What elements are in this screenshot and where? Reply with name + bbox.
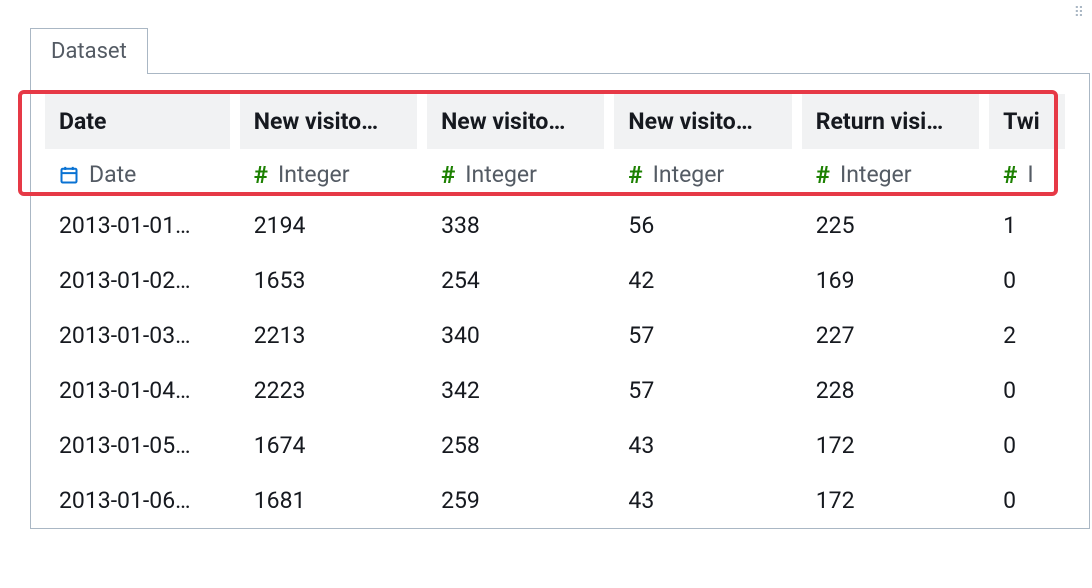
drag-handle-icon[interactable]: ⠿ — [1074, 10, 1086, 16]
number-icon: # — [816, 163, 830, 187]
column-type[interactable]: # Integer — [427, 161, 604, 188]
type-label: Date — [89, 161, 136, 188]
table-cell: 227 — [802, 322, 979, 349]
table-cell: 57 — [614, 322, 791, 349]
table-cell: 172 — [802, 432, 979, 459]
column-header[interactable]: New visito… — [614, 94, 791, 149]
table-cell: 1674 — [240, 432, 417, 459]
table-cell: 340 — [427, 322, 604, 349]
number-icon: # — [1003, 163, 1017, 187]
table-cell: 2013-01-05… — [45, 432, 230, 459]
type-label: Integer — [653, 161, 725, 188]
table-cell: 2213 — [240, 322, 417, 349]
number-icon: # — [441, 163, 455, 187]
table-cell: 2013-01-03… — [45, 322, 230, 349]
table-cell: 2223 — [240, 377, 417, 404]
table-header-row: Date New visito… New visito… New visito…… — [31, 94, 1089, 149]
dataset-table-panel: Date New visito… New visito… New visito…… — [30, 73, 1090, 529]
number-icon: # — [628, 163, 642, 187]
table-row[interactable]: 2013-01-02… 1653 254 42 169 0 — [31, 253, 1089, 308]
column-type[interactable]: # Integer — [614, 161, 791, 188]
table-cell: 169 — [802, 267, 979, 294]
table-cell: 2013-01-02… — [45, 267, 230, 294]
type-label: Integer — [278, 161, 350, 188]
table-cell: 43 — [614, 487, 791, 514]
type-label: I — [1027, 161, 1033, 188]
column-header[interactable]: New visito… — [240, 94, 417, 149]
table-cell: 43 — [614, 432, 791, 459]
table-cell: 42 — [614, 267, 791, 294]
table-row[interactable]: 2013-01-06… 1681 259 43 172 0 — [31, 473, 1089, 528]
tab-label: Dataset — [51, 39, 127, 64]
table-cell: 254 — [427, 267, 604, 294]
table-cell: 0 — [989, 487, 1065, 514]
table-row[interactable]: 2013-01-01… 2194 338 56 225 1 — [31, 198, 1089, 253]
table-cell: 57 — [614, 377, 791, 404]
dataset-panel-container: ⠿ Dataset Date New visito… New visito… N… — [0, 0, 1092, 529]
tab-dataset[interactable]: Dataset — [30, 28, 148, 74]
column-header[interactable]: New visito… — [427, 94, 604, 149]
table-cell: 259 — [427, 487, 604, 514]
table-cell: 228 — [802, 377, 979, 404]
column-type[interactable]: Date — [45, 161, 230, 188]
table-cell: 2013-01-01… — [45, 212, 230, 239]
column-header[interactable]: Twi — [989, 94, 1065, 149]
column-type[interactable]: # Integer — [802, 161, 979, 188]
table-body: 2013-01-01…21943385622512013-01-02…16532… — [31, 198, 1089, 528]
table-cell: 1 — [989, 212, 1065, 239]
table-cell: 0 — [989, 267, 1065, 294]
table-cell: 0 — [989, 432, 1065, 459]
column-header[interactable]: Date — [45, 94, 230, 149]
type-label: Integer — [465, 161, 537, 188]
table-cell: 0 — [989, 377, 1065, 404]
column-type[interactable]: # Integer — [240, 161, 417, 188]
table-row[interactable]: 2013-01-05… 1674 258 43 172 0 — [31, 418, 1089, 473]
table-cell: 258 — [427, 432, 604, 459]
table-row[interactable]: 2013-01-03… 2213 340 57 227 2 — [31, 308, 1089, 363]
table-cell: 56 — [614, 212, 791, 239]
table-cell: 1681 — [240, 487, 417, 514]
table-cell: 1653 — [240, 267, 417, 294]
table-cell: 2013-01-04… — [45, 377, 230, 404]
table-cell: 2013-01-06… — [45, 487, 230, 514]
table-cell: 2194 — [240, 212, 417, 239]
table-cell: 2 — [989, 322, 1065, 349]
number-icon: # — [254, 163, 268, 187]
table-row[interactable]: 2013-01-04… 2223 342 57 228 0 — [31, 363, 1089, 418]
column-type[interactable]: # I — [989, 161, 1065, 188]
column-header[interactable]: Return visi… — [802, 94, 979, 149]
table-type-row: Date # Integer # Integer # Integer # Int… — [31, 149, 1089, 198]
dataset-table: Date New visito… New visito… New visito…… — [31, 94, 1089, 528]
table-cell: 172 — [802, 487, 979, 514]
table-cell: 342 — [427, 377, 604, 404]
table-cell: 225 — [802, 212, 979, 239]
calendar-icon — [59, 165, 79, 185]
table-cell: 338 — [427, 212, 604, 239]
type-label: Integer — [840, 161, 912, 188]
